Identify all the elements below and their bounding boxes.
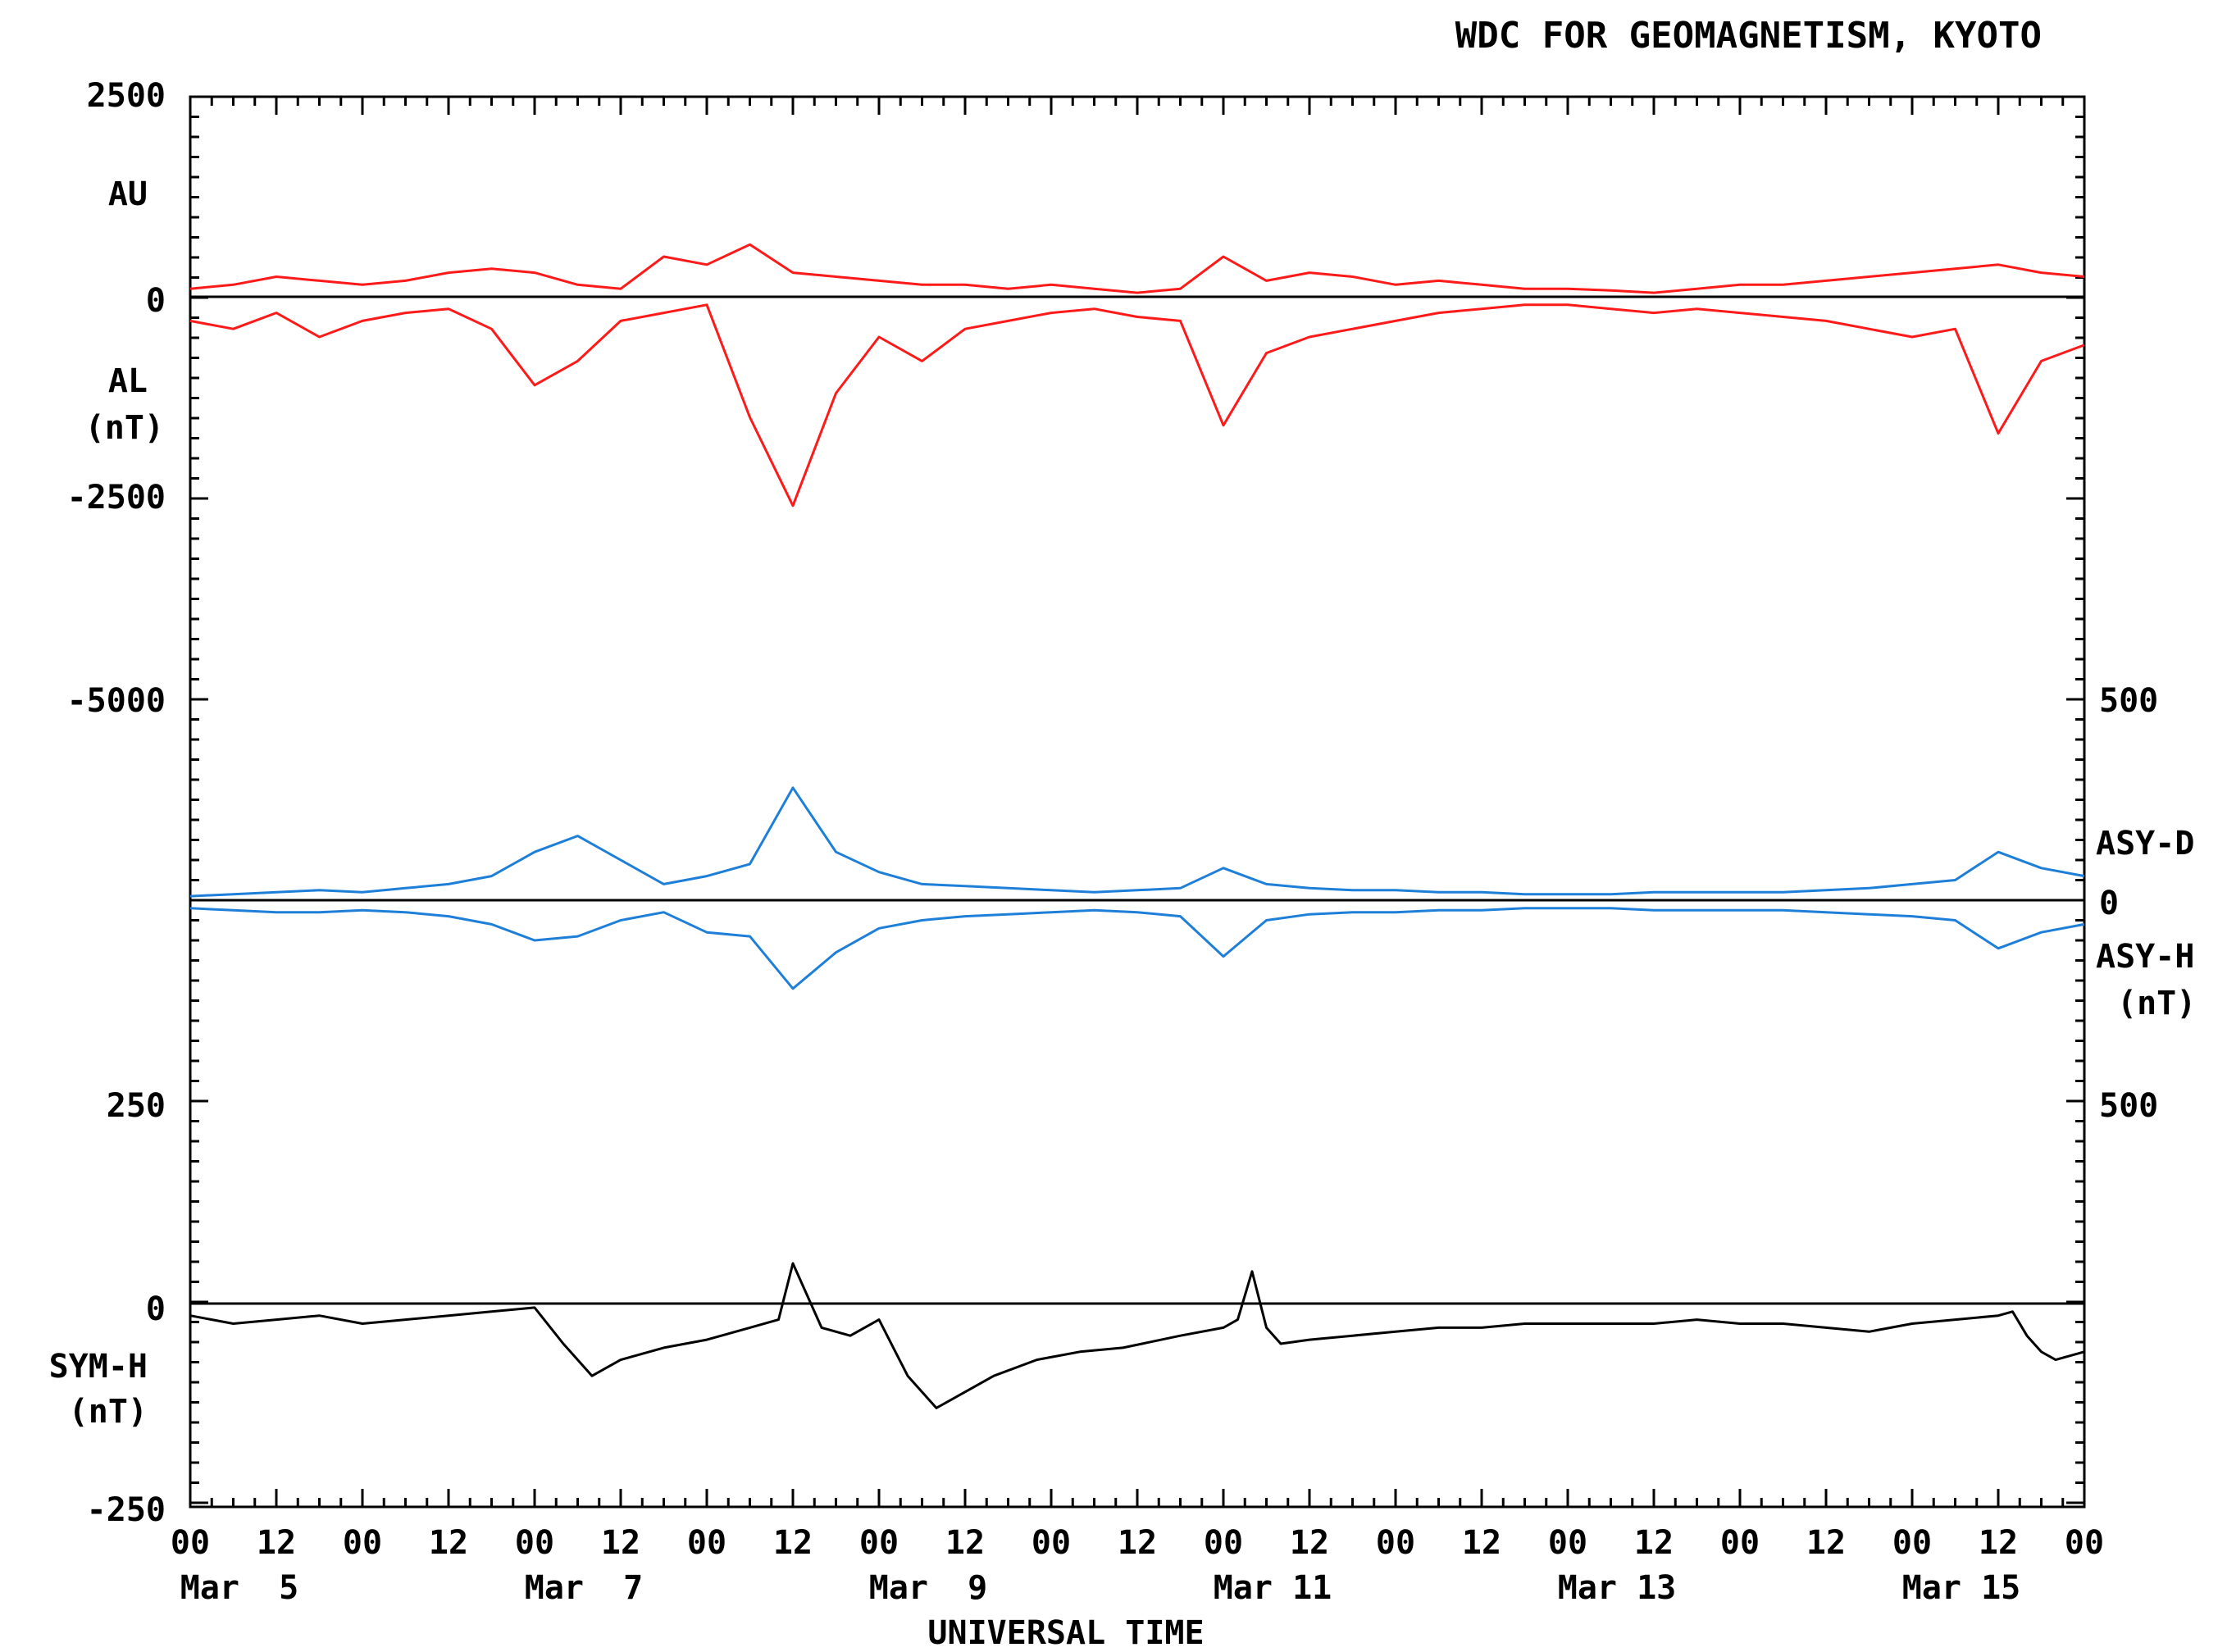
asyd-label: ASY-D <box>2096 825 2194 862</box>
asy-tick-500: 500 <box>2099 682 2158 720</box>
x-tick-label: 00 <box>1376 1524 1415 1562</box>
x-date-label: Mar 15 <box>1902 1569 2021 1607</box>
y-tick-0-bottom: 0 <box>146 1290 166 1328</box>
axis-ticks <box>189 95 2086 1507</box>
asy-tick-0: 0 <box>2099 885 2119 922</box>
zero-lines <box>190 295 2084 1305</box>
series-asy-d <box>189 786 2085 898</box>
x-date-label: Mar 5 <box>180 1569 299 1607</box>
x-tick-label: 00 <box>171 1524 210 1562</box>
left-axis-labels: 2500 AU 0 AL (nT) -2500 -5000 250 0 SYM-… <box>49 77 166 1529</box>
series-asy-h <box>189 907 2085 990</box>
x-tick-label: 00 <box>1204 1524 1243 1562</box>
x-tick-label: 12 <box>1118 1524 1157 1562</box>
x-date-label: Mar 7 <box>525 1569 644 1607</box>
x-tick-label: 00 <box>2065 1524 2104 1562</box>
data-series <box>189 243 2085 1409</box>
x-tick-label: 12 <box>1979 1524 2018 1562</box>
source-title: WDC FOR GEOMAGNETISM, KYOTO <box>1455 15 2042 57</box>
right-axis-labels: 500 ASY-D 0 ASY-H (nT) 500 <box>2096 682 2196 1125</box>
x-tick-label: 00 <box>687 1524 726 1562</box>
y-tick-250: 250 <box>107 1087 166 1125</box>
x-date-label: Mar 11 <box>1214 1569 1332 1607</box>
x-tick-label: 12 <box>945 1524 985 1562</box>
x-tick-label: 00 <box>1032 1524 1071 1562</box>
x-tick-label: 12 <box>429 1524 468 1562</box>
plot-frame <box>189 95 2086 1509</box>
y-tick-2500: 2500 <box>87 77 166 115</box>
asyh-unit-label: (nT) <box>2117 985 2196 1022</box>
asyh-label: ASY-H <box>2096 938 2194 976</box>
symh-unit-label: (nT) <box>69 1393 148 1431</box>
x-tick-label: 00 <box>1892 1524 1932 1562</box>
x-tick-label: 00 <box>859 1524 899 1562</box>
x-axis-title: UNIVERSAL TIME <box>927 1614 1204 1652</box>
al-label: AL <box>108 362 148 400</box>
y-tick-neg250: -250 <box>87 1491 166 1529</box>
y-tick-neg2500: -2500 <box>67 479 166 517</box>
asy-tick-500-lower: 500 <box>2099 1087 2158 1125</box>
x-tick-label: 00 <box>343 1524 382 1562</box>
x-tick-label: 00 <box>515 1524 554 1562</box>
x-tick-label: 12 <box>601 1524 640 1562</box>
au-label: AU <box>108 175 148 213</box>
x-axis-labels: 00 12 00 12 00 12 00 12 00 12 00 12 00 12 00 12 00 12 00 12… <box>171 1524 2104 1607</box>
x-tick-label: 12 <box>1806 1524 1846 1562</box>
x-tick-label: 12 <box>773 1524 813 1562</box>
al-unit-label: (nT) <box>85 409 164 447</box>
x-tick-label: 00 <box>1548 1524 1587 1562</box>
series-al <box>189 303 2085 507</box>
symh-label: SYM-H <box>49 1348 148 1386</box>
x-date-label: Mar 9 <box>869 1569 988 1607</box>
frame-rect <box>189 95 2086 1509</box>
x-tick-label: 12 <box>1462 1524 1501 1562</box>
y-tick-neg5000: -5000 <box>67 682 166 720</box>
y-tick-0-top: 0 <box>146 282 166 320</box>
series-sym-h <box>189 1262 2085 1409</box>
x-date-label: Mar 13 <box>1558 1569 1677 1607</box>
series-au <box>189 243 2085 294</box>
x-tick-label: 12 <box>257 1524 296 1562</box>
x-tick-label: 12 <box>1290 1524 1329 1562</box>
x-tick-label: 00 <box>1720 1524 1760 1562</box>
x-tick-label: 12 <box>1634 1524 1674 1562</box>
